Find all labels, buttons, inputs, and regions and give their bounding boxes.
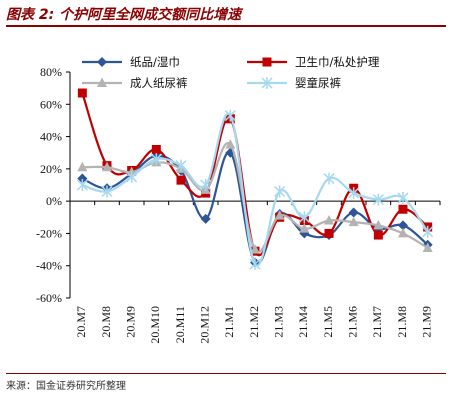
x-tick-label: 20.M9	[123, 306, 137, 338]
data-point	[77, 161, 88, 172]
data-point	[348, 207, 359, 218]
data-point	[348, 216, 359, 227]
data-point	[324, 228, 334, 238]
x-tick-label: 21.M7	[370, 306, 384, 338]
source-divider	[6, 373, 446, 374]
data-point	[348, 187, 360, 200]
y-tick-label: 80%	[40, 65, 62, 79]
x-tick-label: 21.M9	[419, 306, 433, 338]
data-point	[224, 109, 236, 122]
legend-label-series-1: 纸品/湿巾	[130, 55, 180, 69]
x-tick-label: 20.M12	[197, 306, 211, 344]
data-point	[324, 215, 334, 225]
y-tick-label: -40%	[36, 259, 62, 273]
data-point	[372, 193, 384, 206]
y-tick-label: 40%	[40, 130, 62, 144]
data-point	[225, 139, 236, 149]
data-point	[323, 172, 335, 185]
legend-swatch-series-2	[247, 57, 287, 67]
x-tick-label: 20.M8	[99, 306, 113, 338]
legend-label-series-4: 婴童尿裤	[295, 76, 341, 90]
x-tick-label: 21.M8	[395, 306, 409, 338]
y-tick-label: 0%	[46, 194, 62, 208]
legend-label-series-2: 卫生巾/私处护理	[295, 55, 380, 69]
data-point	[101, 185, 113, 198]
data-point	[102, 161, 112, 172]
data-point	[151, 144, 161, 154]
y-tick-label: -60%	[36, 291, 62, 305]
x-tick-label: 21.M4	[296, 306, 310, 338]
data-point	[200, 179, 212, 191]
title-divider	[6, 25, 446, 27]
data-point	[175, 159, 187, 172]
y-tick-label: 20%	[40, 162, 62, 176]
x-tick-label: 21.M3	[271, 306, 285, 338]
series-line	[81, 112, 429, 267]
data-point	[299, 223, 310, 233]
data-point	[76, 179, 88, 191]
data-point	[274, 185, 286, 198]
legend-marker	[262, 57, 272, 67]
data-point	[373, 219, 384, 230]
series-4	[76, 109, 434, 271]
legend-marker	[97, 57, 107, 67]
data-point	[249, 258, 261, 271]
data-point	[77, 88, 87, 98]
data-point	[397, 191, 409, 204]
data-point	[398, 204, 408, 214]
y-tick-label: 60%	[40, 97, 62, 111]
chart-title: 图表 2: 个护阿里全网成交额同比增速	[6, 7, 242, 23]
x-tick-label: 21.M2	[247, 306, 261, 338]
legend-marker	[261, 77, 273, 89]
x-tick-label: 21.M5	[321, 306, 335, 338]
x-tick-label: 20.M7	[74, 306, 88, 338]
data-point	[200, 213, 211, 224]
legend-swatch-series-1	[82, 57, 122, 67]
data-point	[422, 225, 434, 238]
legend-marker	[97, 77, 107, 87]
data-point	[126, 170, 138, 183]
data-point	[176, 175, 186, 185]
data-point	[422, 242, 433, 252]
data-point	[298, 211, 310, 224]
data-point	[150, 153, 162, 166]
data-point	[398, 227, 408, 238]
legend-label-series-3: 成人纸尿裤	[130, 76, 188, 90]
data-point	[398, 220, 408, 231]
data-point	[274, 210, 285, 220]
data-point	[250, 244, 260, 254]
legend-swatch-series-4	[247, 77, 287, 89]
line-chart: -60% -40% -20% 0% 20% 40% 60% 80% 20.M7 20.M8 20.M…	[36, 65, 441, 344]
data-point	[373, 230, 383, 240]
legend-swatch-series-3	[82, 77, 122, 87]
source-note: 来源：国金证券研究所整理	[6, 381, 126, 392]
y-tick-label: -20%	[36, 226, 62, 240]
x-tick-label: 21.M1	[222, 306, 236, 338]
x-tick-label: 21.M6	[345, 306, 359, 338]
x-tick-label: 20.M10	[148, 306, 162, 344]
data-point	[77, 173, 88, 184]
x-tick-label: 20.M11	[173, 306, 187, 343]
